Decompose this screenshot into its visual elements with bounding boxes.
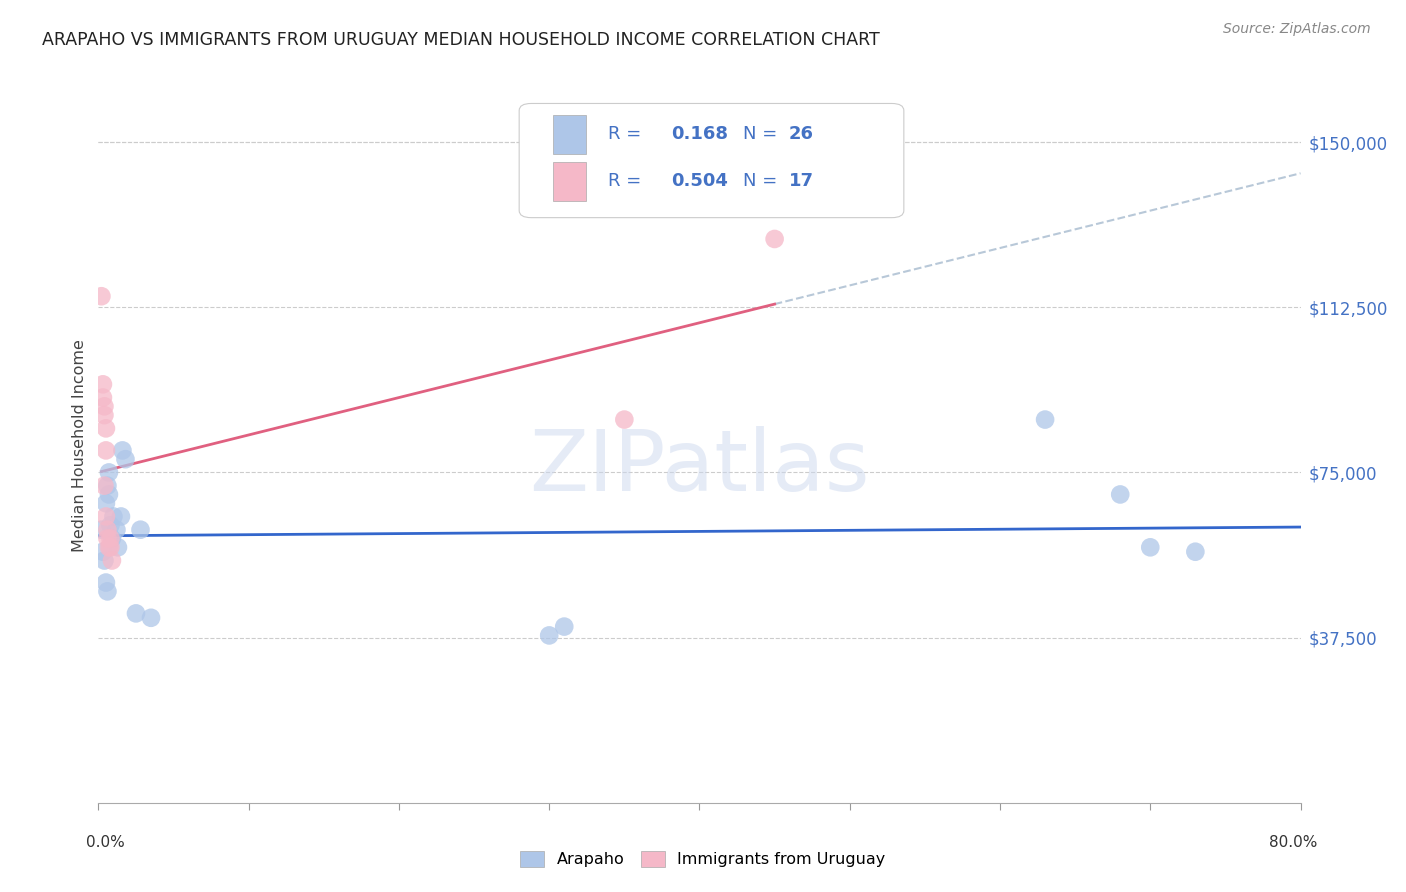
- FancyBboxPatch shape: [553, 115, 586, 153]
- Text: Source: ZipAtlas.com: Source: ZipAtlas.com: [1223, 22, 1371, 37]
- Point: [90, 289, 112, 303]
- Point: [100, 541, 122, 555]
- Point: [613, 412, 636, 426]
- Point: [96, 478, 118, 492]
- Point: [96, 584, 118, 599]
- Legend: Arapaho, Immigrants from Uruguay: Arapaho, Immigrants from Uruguay: [512, 843, 894, 875]
- Point: [110, 509, 132, 524]
- Text: 0.168: 0.168: [671, 125, 728, 144]
- Point: [91, 391, 114, 405]
- Point: [94, 575, 117, 590]
- Point: [96, 532, 118, 546]
- Point: [97, 487, 120, 501]
- Point: [139, 611, 162, 625]
- Point: [97, 541, 120, 555]
- Point: [93, 478, 115, 492]
- Point: [129, 523, 152, 537]
- Point: [93, 400, 115, 414]
- Point: [103, 509, 125, 524]
- Point: [94, 509, 117, 524]
- Text: R =: R =: [609, 172, 641, 190]
- Point: [114, 452, 136, 467]
- Point: [94, 421, 117, 435]
- FancyBboxPatch shape: [519, 103, 904, 218]
- Text: 80.0%: 80.0%: [1270, 836, 1317, 850]
- Point: [96, 523, 118, 537]
- Point: [553, 619, 575, 633]
- Text: 0.0%: 0.0%: [86, 836, 125, 850]
- Y-axis label: Median Household Income: Median Household Income: [72, 340, 87, 552]
- Point: [125, 607, 148, 621]
- Point: [1139, 541, 1161, 555]
- Point: [93, 408, 115, 422]
- Point: [93, 553, 115, 567]
- Point: [90, 523, 112, 537]
- Point: [763, 232, 786, 246]
- Point: [97, 466, 120, 480]
- Text: 17: 17: [789, 172, 814, 190]
- Text: N =: N =: [742, 125, 778, 144]
- FancyBboxPatch shape: [553, 162, 586, 201]
- Point: [538, 628, 561, 642]
- Point: [111, 443, 134, 458]
- Text: ZIPatlas: ZIPatlas: [529, 425, 870, 509]
- Point: [101, 553, 124, 567]
- Point: [1033, 412, 1056, 426]
- Point: [1184, 545, 1206, 559]
- Text: ARAPAHO VS IMMIGRANTS FROM URUGUAY MEDIAN HOUSEHOLD INCOME CORRELATION CHART: ARAPAHO VS IMMIGRANTS FROM URUGUAY MEDIA…: [42, 31, 880, 49]
- Point: [105, 523, 128, 537]
- Point: [91, 377, 114, 392]
- Point: [100, 518, 122, 533]
- Text: 26: 26: [789, 125, 814, 144]
- Point: [101, 532, 124, 546]
- Point: [1109, 487, 1132, 501]
- Point: [107, 541, 129, 555]
- Point: [91, 545, 114, 559]
- Point: [100, 532, 122, 546]
- Text: R =: R =: [609, 125, 641, 144]
- Point: [94, 496, 117, 510]
- Text: N =: N =: [742, 172, 778, 190]
- Point: [94, 443, 117, 458]
- Text: 0.504: 0.504: [671, 172, 727, 190]
